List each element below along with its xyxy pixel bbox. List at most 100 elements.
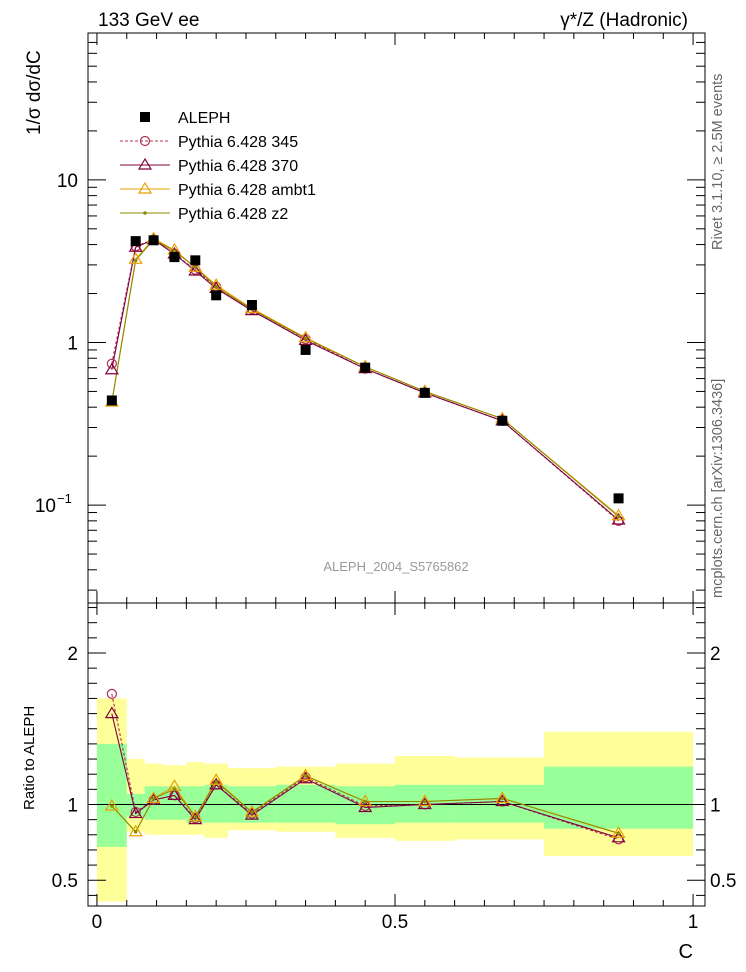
main-point-z2 bbox=[193, 265, 198, 270]
ratio-point-ambt1 bbox=[611, 826, 626, 838]
ratio-point-z2 bbox=[250, 810, 254, 814]
main-point-z2 bbox=[133, 258, 138, 263]
main-y-tick-label: 1 bbox=[67, 333, 78, 354]
x-tick-label: 0.5 bbox=[382, 912, 408, 933]
main-point-aleph bbox=[190, 255, 201, 266]
main-point-z2 bbox=[214, 284, 218, 289]
ratio-point-z2 bbox=[500, 796, 505, 801]
main-point-aleph bbox=[148, 235, 159, 246]
main-y-tick-label: 10 bbox=[35, 496, 56, 517]
ratio-point-p370 bbox=[298, 771, 313, 784]
ratio-point-z2 bbox=[151, 796, 156, 801]
ratio-point-p370 bbox=[495, 794, 510, 807]
main-point-p370 bbox=[104, 362, 119, 375]
ratio-line-p345 bbox=[111, 693, 619, 840]
main-y-tick-label: 10 bbox=[57, 171, 78, 192]
main-point-p345 bbox=[106, 358, 117, 369]
header-left: 133 GeV ee bbox=[98, 10, 199, 31]
main-point-p370 bbox=[128, 240, 143, 252]
x-tick-label: 0 bbox=[92, 912, 103, 933]
x-axis-title: C bbox=[679, 941, 693, 963]
ratio-y-axis-title: Ratio to ALEPH bbox=[21, 706, 38, 810]
main-point-aleph bbox=[169, 252, 180, 263]
main-point-ambt1 bbox=[209, 278, 224, 290]
ratio-point-p370 bbox=[358, 800, 373, 813]
main-line-z2 bbox=[111, 238, 619, 518]
ratio-point-ambt1 bbox=[188, 809, 203, 822]
ratio-y-tick-label-right: 1 bbox=[710, 795, 721, 816]
ratio-point-z2 bbox=[172, 787, 177, 792]
watermark-label: ALEPH_2004_S5765862 bbox=[323, 559, 468, 574]
ratio-point-z2 bbox=[193, 814, 198, 819]
ratio-point-p370 bbox=[146, 792, 161, 805]
main-point-p370 bbox=[188, 263, 203, 276]
side-text-top: Rivet 3.1.10, ≥ 2.5M events bbox=[710, 74, 726, 250]
main-point-aleph bbox=[211, 290, 222, 301]
main-point-aleph bbox=[419, 387, 430, 398]
legend: ALEPH Pythia 6.428 345 Pythia 6.428 370 Pyt… bbox=[120, 110, 316, 223]
ratio-point-ambt1 bbox=[298, 768, 313, 781]
legend-label-aleph: ALEPH bbox=[178, 110, 230, 127]
main-y-tick-label-exponent: −1 bbox=[57, 491, 72, 506]
ratio-y-tick-label-left: 0.5 bbox=[52, 871, 78, 892]
main-y-axis-title: 1/σ dσ/dC bbox=[24, 50, 45, 135]
ratio-point-ambt1 bbox=[417, 794, 432, 807]
main-point-z2 bbox=[616, 514, 621, 519]
header-right: γ*/Z (Hadronic) bbox=[560, 10, 688, 31]
ratio-point-ambt1 bbox=[495, 791, 510, 804]
ratio-band-inner bbox=[544, 766, 694, 829]
ratio-point-p370 bbox=[167, 788, 182, 801]
ratio-point-z2 bbox=[133, 829, 138, 834]
ratio-y-tick-label-left: 2 bbox=[67, 644, 78, 665]
ratio-band-inner bbox=[454, 784, 545, 823]
ratio-point-p370 bbox=[128, 806, 143, 819]
legend-label-p345: Pythia 6.428 345 bbox=[178, 134, 298, 151]
main-point-p370 bbox=[298, 333, 313, 345]
ratio-point-z2 bbox=[363, 799, 368, 804]
main-line-p370 bbox=[111, 238, 619, 521]
legend-marker-p345 bbox=[139, 135, 151, 147]
main-point-aleph bbox=[360, 362, 371, 373]
ratio-point-z2 bbox=[616, 831, 621, 836]
ratio-point-ambt1 bbox=[209, 773, 224, 785]
legend-marker-aleph bbox=[140, 112, 150, 122]
ratio-point-p345 bbox=[106, 688, 117, 700]
ratio-panel: 0 0.5 1 0.5 0.5 1 1 2 2 bbox=[52, 602, 736, 933]
legend-label-p370: Pythia 6.428 370 bbox=[178, 158, 298, 175]
legend-marker-z2 bbox=[143, 211, 147, 215]
main-point-aleph bbox=[613, 493, 624, 504]
main-point-ambt1 bbox=[128, 252, 143, 264]
main-line-p345 bbox=[111, 238, 619, 522]
main-point-z2 bbox=[303, 336, 308, 341]
main-point-aleph bbox=[497, 415, 508, 426]
ratio-point-p370 bbox=[244, 807, 259, 820]
legend-label-ambt1: Pythia 6.428 ambt1 bbox=[178, 182, 316, 199]
ratio-point-ambt1 bbox=[146, 791, 161, 804]
ratio-point-z2 bbox=[110, 804, 114, 808]
ratio-point-p370 bbox=[104, 706, 119, 719]
main-point-aleph bbox=[246, 300, 257, 311]
main-point-aleph bbox=[130, 236, 141, 247]
ratio-y-tick-label-right: 2 bbox=[710, 644, 721, 665]
main-point-ambt1 bbox=[298, 330, 313, 343]
ratio-point-z2 bbox=[303, 773, 308, 778]
ratio-point-ambt1 bbox=[244, 804, 259, 817]
ratio-point-ambt1 bbox=[358, 794, 373, 807]
ratio-point-p370 bbox=[417, 797, 432, 810]
ratio-point-z2 bbox=[214, 779, 218, 784]
ratio-point-ambt1 bbox=[128, 824, 143, 837]
ratio-point-ambt1 bbox=[104, 798, 119, 811]
ratio-y-tick-label-right: 0.5 bbox=[710, 871, 736, 892]
ratio-y-tick-label-left: 1 bbox=[67, 795, 78, 816]
main-point-p370 bbox=[611, 512, 626, 525]
side-text-bottom: mcplots.cern.ch [arXiv:1306.3436] bbox=[710, 379, 726, 598]
main-point-ambt1 bbox=[611, 508, 626, 521]
ratio-band-inner bbox=[96, 743, 127, 847]
main-point-aleph bbox=[300, 344, 311, 355]
main-line-ambt1 bbox=[111, 237, 619, 517]
x-tick-label: 1 bbox=[688, 912, 699, 933]
ratio-point-p370 bbox=[188, 812, 203, 825]
legend-label-z2: Pythia 6.428 z2 bbox=[178, 206, 288, 223]
